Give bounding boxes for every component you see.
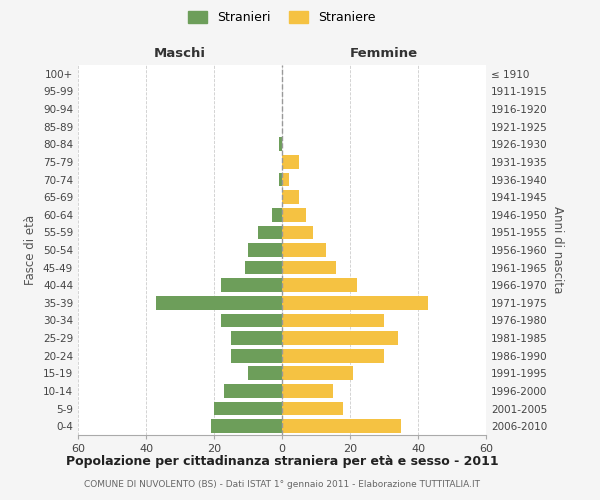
Bar — [245, 260, 282, 274]
Bar — [248, 366, 282, 380]
Bar — [258, 226, 282, 239]
Text: Femmine: Femmine — [350, 46, 418, 60]
Legend: Stranieri, Straniere: Stranieri, Straniere — [184, 6, 380, 29]
Bar — [282, 331, 398, 345]
Bar — [211, 420, 282, 433]
Bar — [282, 260, 337, 274]
Bar — [282, 190, 299, 204]
Bar — [282, 349, 384, 362]
Bar — [231, 331, 282, 345]
Bar — [282, 314, 384, 328]
Bar — [272, 208, 282, 222]
Y-axis label: Anni di nascita: Anni di nascita — [551, 206, 564, 294]
Bar — [282, 208, 306, 222]
Bar — [282, 172, 289, 186]
Text: Maschi: Maschi — [154, 46, 206, 60]
Bar — [156, 296, 282, 310]
Bar — [224, 384, 282, 398]
Bar — [282, 243, 326, 257]
Bar — [282, 226, 313, 239]
Bar — [282, 296, 428, 310]
Bar — [282, 366, 353, 380]
Bar — [248, 243, 282, 257]
Y-axis label: Fasce di età: Fasce di età — [25, 215, 37, 285]
Bar — [282, 420, 401, 433]
Bar — [278, 172, 282, 186]
Bar — [214, 402, 282, 415]
Text: COMUNE DI NUVOLENTO (BS) - Dati ISTAT 1° gennaio 2011 - Elaborazione TUTTITALIA.: COMUNE DI NUVOLENTO (BS) - Dati ISTAT 1°… — [84, 480, 480, 489]
Bar — [282, 278, 357, 292]
Bar — [231, 349, 282, 362]
Bar — [278, 138, 282, 151]
Bar — [221, 314, 282, 328]
Bar — [282, 155, 299, 169]
Bar — [221, 278, 282, 292]
Bar — [282, 402, 343, 415]
Text: Popolazione per cittadinanza straniera per età e sesso - 2011: Popolazione per cittadinanza straniera p… — [65, 455, 499, 468]
Bar — [282, 384, 333, 398]
